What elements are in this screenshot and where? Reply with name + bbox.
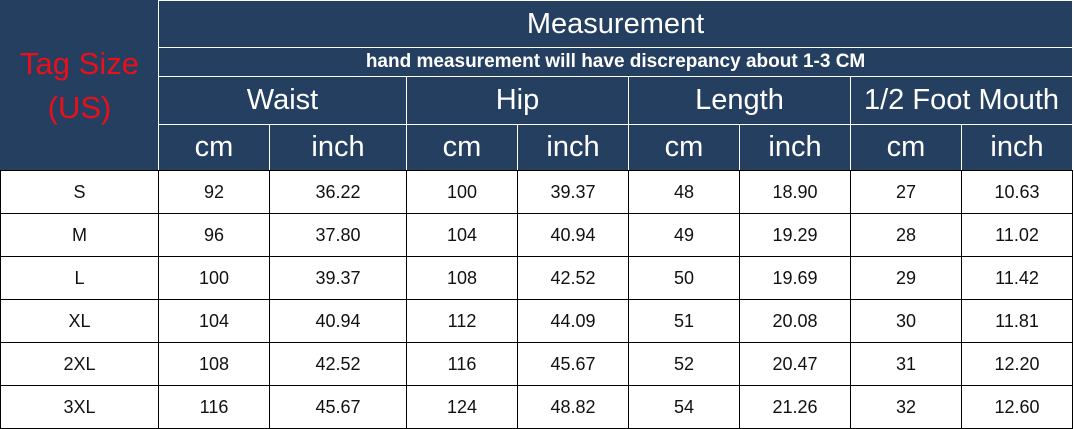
cell-size: S	[0, 170, 159, 214]
cell-waist-inch: 36.22	[269, 170, 407, 214]
unit-cm: cm	[850, 124, 962, 171]
unit-inch: inch	[739, 124, 851, 171]
cell-hip-cm: 104	[406, 213, 518, 257]
cell-hip-cm: 124	[406, 385, 518, 429]
group-hip: Hip	[406, 76, 629, 125]
cell-waist-cm: 96	[158, 213, 270, 257]
table-row: M 96 37.80 104 40.94 49 19.29 28 11.02	[0, 213, 1074, 257]
cell-size: L	[0, 256, 159, 300]
cell-foot-mouth-cm: 32	[850, 385, 962, 429]
cell-length-inch: 21.26	[739, 385, 851, 429]
cell-hip-inch: 44.09	[517, 299, 629, 343]
cell-foot-mouth-inch: 12.20	[960, 342, 1074, 386]
cell-foot-mouth-inch: 12.60	[960, 385, 1074, 429]
cell-waist-inch: 42.52	[269, 342, 407, 386]
cell-length-cm: 48	[628, 170, 740, 214]
cell-foot-mouth-inch: 11.42	[960, 256, 1074, 300]
table-row: 2XL 108 42.52 116 45.67 52 20.47 31 12.20	[0, 342, 1074, 386]
unit-inch: inch	[517, 124, 629, 171]
unit-inch: inch	[960, 124, 1074, 171]
cell-length-inch: 19.29	[739, 213, 851, 257]
group-length: Length	[628, 76, 851, 125]
cell-hip-inch: 39.37	[517, 170, 629, 214]
cell-length-cm: 54	[628, 385, 740, 429]
cell-waist-cm: 108	[158, 342, 270, 386]
unit-inch: inch	[269, 124, 407, 171]
cell-hip-cm: 112	[406, 299, 518, 343]
cell-foot-mouth-inch: 11.02	[960, 213, 1074, 257]
cell-length-inch: 20.47	[739, 342, 851, 386]
group-foot-mouth: 1/2 Foot Mouth	[849, 76, 1074, 125]
unit-cm: cm	[628, 124, 740, 171]
cell-waist-cm: 116	[158, 385, 270, 429]
size-rows: S 92 36.22 100 39.37 48 18.90 27 10.63 M 96 37.80 10…	[0, 170, 1074, 429]
cell-waist-cm: 92	[158, 170, 270, 214]
unit-cm: cm	[158, 124, 270, 171]
cell-foot-mouth-cm: 27	[850, 170, 962, 214]
cell-foot-mouth-cm: 31	[850, 342, 962, 386]
cell-foot-mouth-cm: 28	[850, 213, 962, 257]
cell-waist-cm: 100	[158, 256, 270, 300]
cell-length-cm: 52	[628, 342, 740, 386]
measurement-title: Measurement	[157, 0, 1074, 48]
group-waist: Waist	[158, 76, 407, 125]
cell-length-inch: 20.08	[739, 299, 851, 343]
table-row: 3XL 116 45.67 124 48.82 54 21.26 32 12.60	[0, 385, 1074, 429]
table-row: L 100 39.37 108 42.52 50 19.69 29 11.42	[0, 256, 1074, 300]
discrepancy-note: hand measurement will have discrepancy a…	[157, 47, 1074, 77]
cell-waist-inch: 39.37	[269, 256, 407, 300]
table-row: XL 104 40.94 112 44.09 51 20.08 30 11.81	[0, 299, 1074, 343]
cell-size: M	[0, 213, 159, 257]
cell-size: 2XL	[0, 342, 159, 386]
cell-length-inch: 19.69	[739, 256, 851, 300]
cell-hip-inch: 45.67	[517, 342, 629, 386]
cell-size: XL	[0, 299, 159, 343]
cell-foot-mouth-inch: 11.81	[960, 299, 1074, 343]
cell-hip-inch: 40.94	[517, 213, 629, 257]
cell-hip-inch: 48.82	[517, 385, 629, 429]
cell-foot-mouth-inch: 10.63	[960, 170, 1074, 214]
cell-length-cm: 49	[628, 213, 740, 257]
cell-hip-inch: 42.52	[517, 256, 629, 300]
unit-cm: cm	[406, 124, 518, 171]
cell-hip-cm: 108	[406, 256, 518, 300]
cell-hip-cm: 116	[406, 342, 518, 386]
cell-waist-inch: 40.94	[269, 299, 407, 343]
tag-size-region: (US)	[47, 89, 112, 125]
cell-waist-cm: 104	[158, 299, 270, 343]
tag-size-header: Tag Size (US)	[0, 0, 159, 171]
cell-length-cm: 51	[628, 299, 740, 343]
cell-waist-inch: 37.80	[269, 213, 407, 257]
cell-length-cm: 50	[628, 256, 740, 300]
cell-waist-inch: 45.67	[269, 385, 407, 429]
cell-hip-cm: 100	[406, 170, 518, 214]
cell-foot-mouth-cm: 29	[850, 256, 962, 300]
cell-size: 3XL	[0, 385, 159, 429]
cell-length-inch: 18.90	[739, 170, 851, 214]
table-row: S 92 36.22 100 39.37 48 18.90 27 10.63	[0, 170, 1074, 214]
cell-foot-mouth-cm: 30	[850, 299, 962, 343]
tag-size-label: Tag Size	[20, 45, 139, 81]
